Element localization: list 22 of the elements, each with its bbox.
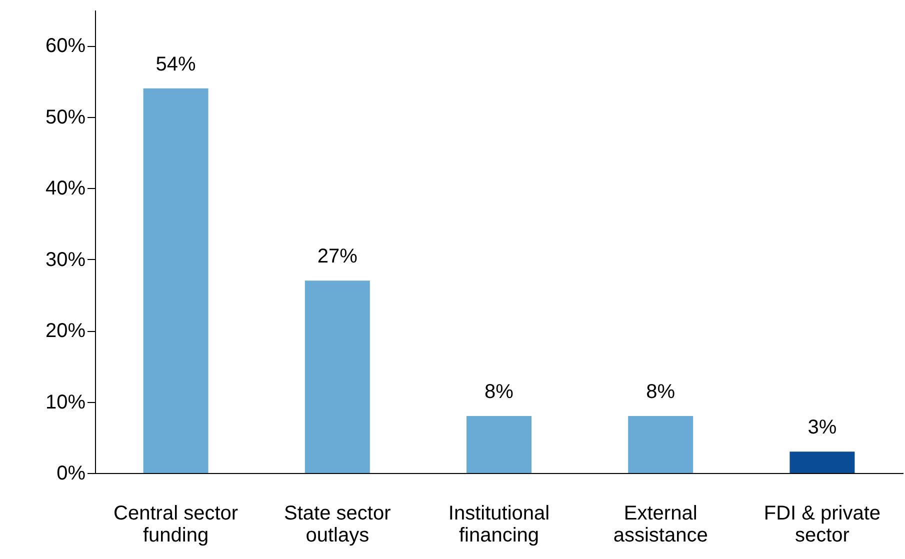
y-tick-label: 0% — [56, 462, 86, 484]
x-tick-label: FDI & private sector — [764, 502, 881, 546]
bar — [143, 88, 208, 473]
bar — [466, 416, 532, 473]
x-tick-label: Central sector funding — [114, 502, 238, 546]
y-tick-label: 20% — [45, 320, 86, 342]
y-tick-label: 40% — [45, 178, 86, 200]
data-label: 3% — [808, 416, 837, 439]
x-tick-label: External assistance — [613, 502, 708, 546]
y-tick-label: 50% — [45, 106, 86, 128]
bar — [304, 280, 370, 473]
bar — [628, 416, 694, 473]
data-label: 54% — [156, 53, 196, 76]
y-tick-label: 60% — [45, 35, 86, 58]
data-label: 27% — [317, 246, 358, 268]
x-tick-label: State sector outlays — [284, 502, 392, 546]
bar — [790, 452, 855, 473]
y-tick-label: 30% — [45, 248, 86, 271]
x-tick-label: Institutional financing — [448, 502, 550, 546]
y-tick-label: 10% — [45, 391, 86, 414]
data-label: 8% — [484, 381, 514, 404]
data-label: 8% — [646, 381, 676, 404]
